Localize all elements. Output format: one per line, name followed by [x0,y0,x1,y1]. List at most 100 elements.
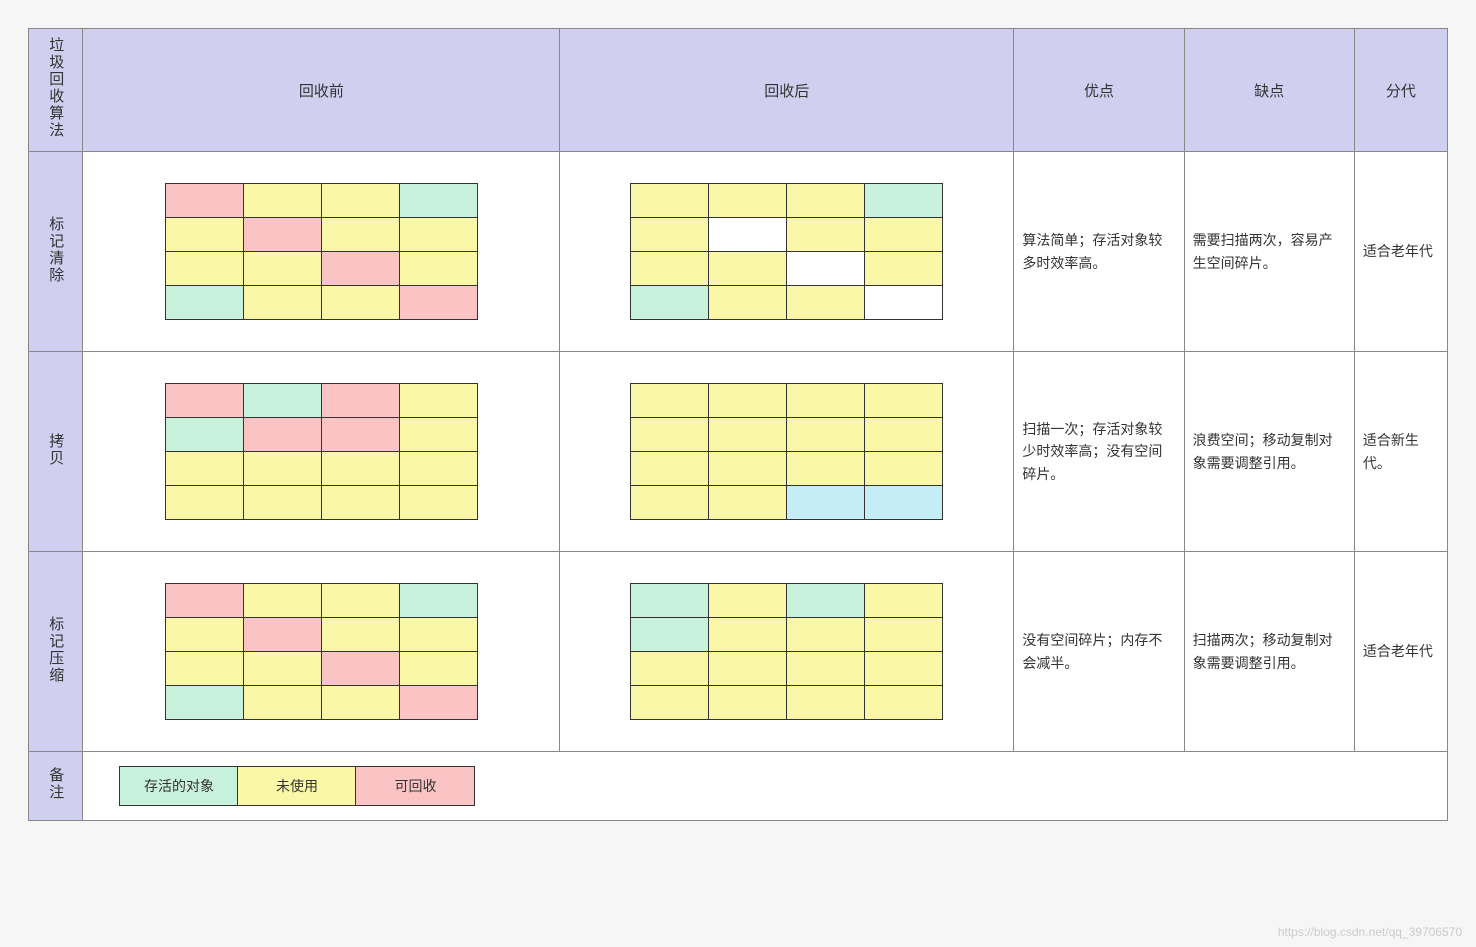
note-label: 备注 [29,752,83,821]
legend-survive: 存活的对象 [120,767,238,805]
memory-cell [399,452,477,486]
legend: 存活的对象未使用可回收 [119,766,475,806]
memory-cell [321,652,399,686]
pros-cell: 扫描一次；存活对象较少时效率高；没有空间碎片。 [1014,352,1184,552]
memory-cell [631,618,709,652]
gen-cell: 适合老年代 [1354,152,1447,352]
memory-cell [243,384,321,418]
memory-cell [787,652,865,686]
memory-grid-after [630,183,943,320]
memory-cell [321,218,399,252]
row-label: 标记压缩 [29,552,83,752]
legend-cell: 存活的对象未使用可回收 [83,752,1448,821]
memory-cell [787,384,865,418]
memory-cell [321,252,399,286]
header-gen: 分代 [1354,29,1447,152]
memory-cell [709,652,787,686]
row-label: 拷贝 [29,352,83,552]
header-before: 回收前 [83,29,560,152]
memory-cell [787,452,865,486]
memory-cell [243,486,321,520]
memory-cell [165,286,243,320]
memory-cell [865,218,943,252]
memory-cell [631,652,709,686]
memory-cell [165,184,243,218]
memory-grid-after [630,583,943,720]
memory-cell [243,286,321,320]
memory-cell [709,286,787,320]
header-cons: 缺点 [1184,29,1354,152]
memory-cell [865,618,943,652]
gen-cell: 适合新生代。 [1354,352,1447,552]
memory-cell [787,418,865,452]
memory-cell [709,618,787,652]
pros-cell: 没有空间碎片；内存不会减半。 [1014,552,1184,752]
memory-grid-after [630,383,943,520]
memory-cell [865,286,943,320]
algo-row: 标记清除算法简单；存活对象较多时效率高。需要扫描两次，容易产生空间碎片。适合老年… [29,152,1448,352]
memory-cell [709,452,787,486]
memory-cell [787,218,865,252]
memory-cell [243,252,321,286]
memory-cell [399,652,477,686]
memory-grid-before [165,183,478,320]
memory-cell [165,418,243,452]
memory-cell [631,286,709,320]
memory-cell [165,584,243,618]
memory-cell [631,384,709,418]
watermark: https://blog.csdn.net/qq_39706570 [1278,925,1462,939]
memory-cell [631,184,709,218]
memory-cell [399,584,477,618]
memory-cell [243,618,321,652]
memory-cell [321,452,399,486]
algo-row: 拷贝扫描一次；存活对象较少时效率高；没有空间碎片。浪费空间；移动复制对象需要调整… [29,352,1448,552]
memory-cell [243,418,321,452]
memory-cell [787,486,865,520]
gen-cell: 适合老年代 [1354,552,1447,752]
memory-cell [399,218,477,252]
after-cell [560,352,1014,552]
memory-cell [399,184,477,218]
memory-cell [631,686,709,720]
before-cell [83,552,560,752]
memory-cell [321,486,399,520]
gc-comparison-table: 垃圾回收算法回收前回收后优点缺点分代标记清除算法简单；存活对象较多时效率高。需要… [28,28,1448,821]
memory-cell [243,218,321,252]
memory-cell [709,418,787,452]
memory-cell [243,686,321,720]
memory-cell [243,184,321,218]
memory-cell [709,218,787,252]
before-cell [83,352,560,552]
memory-cell [165,486,243,520]
memory-cell [787,184,865,218]
memory-cell [321,686,399,720]
row-label: 标记清除 [29,152,83,352]
legend-recyclable: 可回收 [356,767,474,805]
memory-cell [243,452,321,486]
memory-cell [399,418,477,452]
header-pros: 优点 [1014,29,1184,152]
memory-cell [399,686,477,720]
memory-cell [321,618,399,652]
memory-cell [165,252,243,286]
memory-cell [709,384,787,418]
memory-grid-before [165,583,478,720]
memory-cell [399,618,477,652]
memory-cell [321,384,399,418]
memory-cell [321,584,399,618]
memory-cell [709,686,787,720]
before-cell [83,152,560,352]
memory-cell [631,252,709,286]
memory-cell [631,452,709,486]
memory-cell [631,418,709,452]
memory-cell [865,418,943,452]
memory-cell [165,384,243,418]
memory-cell [399,252,477,286]
memory-cell [787,618,865,652]
memory-cell [631,486,709,520]
after-cell [560,152,1014,352]
memory-cell [165,652,243,686]
cons-cell: 需要扫描两次，容易产生空间碎片。 [1184,152,1354,352]
memory-cell [709,184,787,218]
memory-cell [709,252,787,286]
